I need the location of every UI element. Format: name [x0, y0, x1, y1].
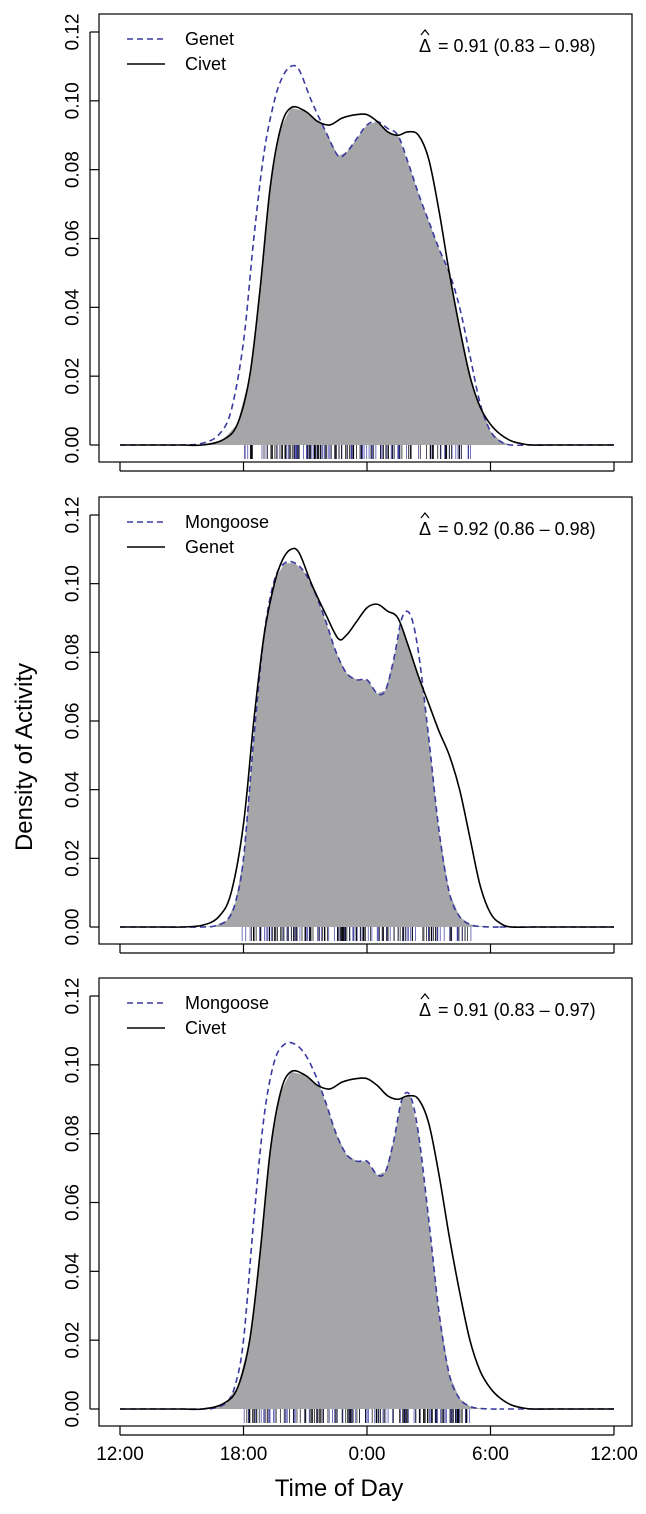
y-tick-label: 0.04 [63, 288, 84, 325]
y-tick-label: 0.08 [63, 1115, 84, 1152]
y-tick-label: 0.12 [63, 497, 84, 534]
y-axis: 0.00 0.02 0.04 0.06 0.08 0.10 0.12 [63, 14, 99, 464]
hat-mark [420, 993, 430, 1000]
chart-panel-3: 0.00 0.02 0.04 0.06 0.08 0.10 0.12 12:00 18:00 0:… [63, 977, 638, 1465]
y-tick-label: 0.10 [63, 1046, 84, 1083]
delta-hat-icon: Δ [419, 519, 431, 539]
legend-label-1: Mongoose [185, 512, 269, 532]
legend: Mongoose Genet [127, 512, 269, 557]
x-tick-label: 12:00 [96, 1444, 144, 1465]
chart-panel-1: 0.00 0.02 0.04 0.06 0.08 0.10 0.12 Genet Civet Δ =… [63, 13, 633, 472]
x-tick-label: 18:00 [220, 1444, 268, 1465]
overlap-area [120, 562, 614, 928]
y-tick-label: 0.00 [63, 909, 84, 946]
delta-hat-icon: Δ [419, 1000, 431, 1020]
y-axis: 0.00 0.02 0.04 0.06 0.08 0.10 0.12 [63, 978, 99, 1428]
dashed-density-line [120, 64, 614, 447]
solid-density-line [120, 547, 614, 929]
rug-marks [243, 1409, 470, 1423]
overlap-area [120, 107, 614, 446]
x-tick-label: 0:00 [349, 1444, 386, 1465]
y-tick-label: 0.10 [63, 82, 84, 119]
y-tick-label: 0.04 [63, 771, 84, 808]
overlap-coefficient-label: = 0.91 (0.83 – 0.98) [438, 36, 596, 56]
chart-panel-2: 0.00 0.02 0.04 0.06 0.08 0.10 0.12 Mongoose Gene… [63, 496, 633, 954]
rug-marks [244, 445, 471, 459]
overlap-coefficient-label: = 0.92 (0.86 – 0.98) [438, 519, 596, 539]
solid-density-line [120, 105, 614, 447]
x-axis-title: Time of Day [275, 1475, 403, 1502]
rug-marks [241, 927, 472, 941]
hat-mark [420, 512, 430, 519]
legend-label-2: Genet [185, 537, 234, 557]
y-tick-label: 0.08 [63, 634, 84, 671]
legend-label-2: Civet [185, 54, 226, 74]
x-axis [119, 462, 615, 472]
dashed-density-line [120, 1041, 614, 1410]
hat-mark [420, 29, 430, 36]
x-axis: 12:00 18:00 0:00 6:00 12:00 [96, 1426, 638, 1465]
x-tick-label: 6:00 [472, 1444, 509, 1465]
y-tick-label: 0.02 [63, 840, 84, 877]
y-tick-label: 0.10 [63, 565, 84, 602]
y-tick-label: 0.06 [63, 220, 84, 257]
y-tick-label: 0.08 [63, 151, 84, 188]
y-tick-label: 0.02 [63, 1322, 84, 1359]
overlap-coefficient-label: = 0.91 (0.83 – 0.97) [438, 1000, 596, 1020]
legend-label-1: Genet [185, 29, 234, 49]
y-tick-label: 0.00 [63, 1391, 84, 1428]
y-axis: 0.00 0.02 0.04 0.06 0.08 0.10 0.12 [63, 497, 99, 946]
y-tick-label: 0.12 [63, 14, 84, 51]
legend-label-1: Mongoose [185, 993, 269, 1013]
y-tick-label: 0.04 [63, 1252, 84, 1289]
solid-density-line [120, 1069, 614, 1411]
overlap-annotation: Δ = 0.91 (0.83 – 0.98) [419, 29, 596, 56]
overlap-annotation: Δ = 0.92 (0.86 – 0.98) [419, 512, 596, 539]
y-tick-label: 0.00 [63, 427, 84, 464]
y-tick-label: 0.02 [63, 358, 84, 395]
overlap-annotation: Δ = 0.91 (0.83 – 0.97) [419, 993, 596, 1020]
x-axis [119, 944, 615, 954]
legend: Mongoose Civet [127, 993, 269, 1038]
delta-hat-icon: Δ [419, 36, 431, 56]
legend-label-2: Civet [185, 1018, 226, 1038]
dashed-density-line [120, 560, 614, 928]
legend: Genet Civet [127, 29, 234, 74]
y-tick-label: 0.06 [63, 1184, 84, 1221]
overlap-area [120, 1071, 614, 1410]
x-tick-label: 12:00 [590, 1444, 638, 1465]
y-axis-title: Density of Activity [11, 663, 38, 851]
y-tick-label: 0.12 [63, 978, 84, 1015]
y-tick-label: 0.06 [63, 703, 84, 740]
